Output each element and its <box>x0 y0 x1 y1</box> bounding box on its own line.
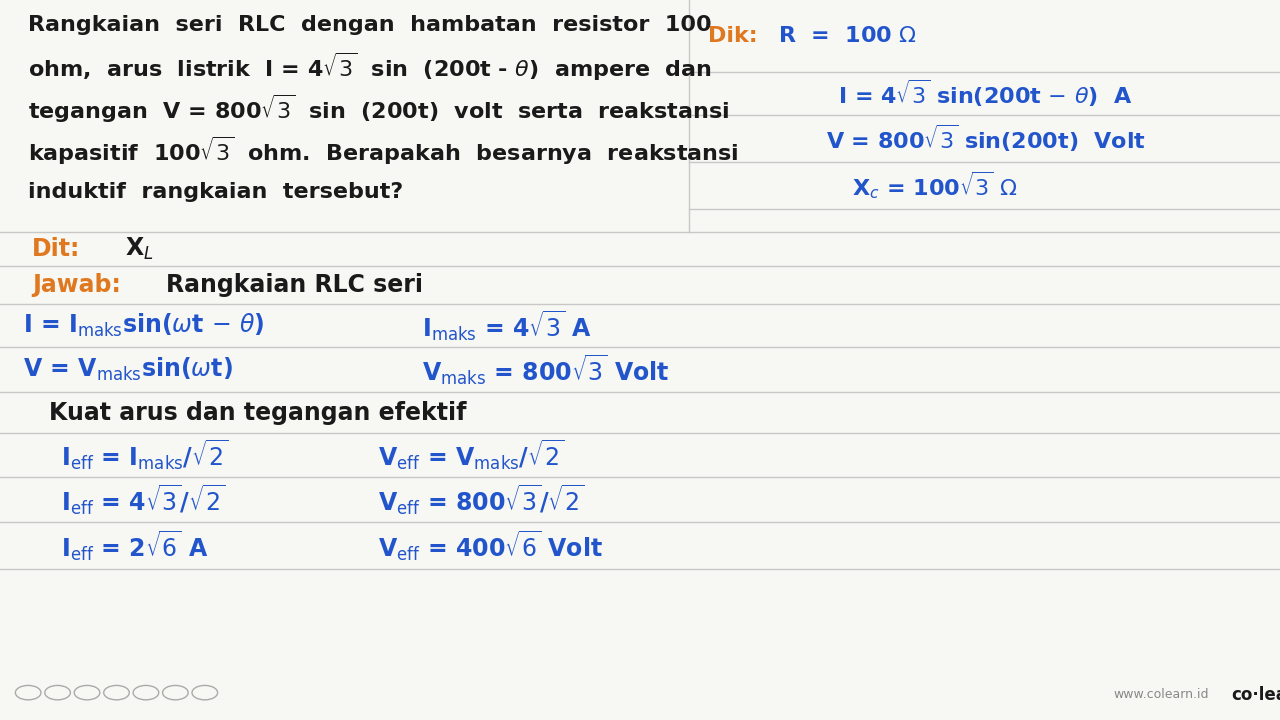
Text: I$_\mathrm{eff}$ = 4$\sqrt{3}$/$\sqrt{2}$: I$_\mathrm{eff}$ = 4$\sqrt{3}$/$\sqrt{2}… <box>61 482 225 517</box>
Text: V$_\mathrm{eff}$ = 400$\sqrt{6}$ Volt: V$_\mathrm{eff}$ = 400$\sqrt{6}$ Volt <box>378 528 603 563</box>
Text: Rangkaian RLC seri: Rangkaian RLC seri <box>166 273 424 297</box>
Text: Jawab:: Jawab: <box>32 273 120 297</box>
Text: X$_c$ = 100$\sqrt{3}$ $\Omega$: X$_c$ = 100$\sqrt{3}$ $\Omega$ <box>851 169 1018 202</box>
Text: Dit:: Dit: <box>32 237 81 261</box>
Text: V$_\mathrm{eff}$ = V$_\mathrm{maks}$/$\sqrt{2}$: V$_\mathrm{eff}$ = V$_\mathrm{maks}$/$\s… <box>378 438 564 472</box>
Text: co·learn: co·learn <box>1231 685 1280 704</box>
Text: I$_\mathrm{eff}$ = 2$\sqrt{6}$ A: I$_\mathrm{eff}$ = 2$\sqrt{6}$ A <box>61 528 209 563</box>
Text: Dik:: Dik: <box>708 26 758 46</box>
Text: Rangkaian  seri  RLC  dengan  hambatan  resistor  100: Rangkaian seri RLC dengan hambatan resis… <box>28 15 712 35</box>
Text: V$_\mathrm{maks}$ = 800$\sqrt{3}$ Volt: V$_\mathrm{maks}$ = 800$\sqrt{3}$ Volt <box>422 352 669 387</box>
Text: V = 800$\sqrt{3}$ sin(200t)  Volt: V = 800$\sqrt{3}$ sin(200t) Volt <box>826 123 1146 154</box>
Text: Kuat arus dan tegangan efektif: Kuat arus dan tegangan efektif <box>49 401 466 425</box>
Text: kapasitif  100$\sqrt{3}$  ohm.  Berapakah  besarnya  reakstansi: kapasitif 100$\sqrt{3}$ ohm. Berapakah b… <box>28 135 739 166</box>
Text: X$_L$: X$_L$ <box>125 236 154 262</box>
Text: ohm,  arus  listrik  I = 4$\sqrt{3}$  sin  (200t - $\theta$)  ampere  dan: ohm, arus listrik I = 4$\sqrt{3}$ sin (2… <box>28 51 712 83</box>
Text: R  =  100 $\Omega$: R = 100 $\Omega$ <box>778 26 918 46</box>
Text: I$_\mathrm{maks}$ = 4$\sqrt{3}$ A: I$_\mathrm{maks}$ = 4$\sqrt{3}$ A <box>422 308 593 343</box>
Text: induktif  rangkaian  tersebut?: induktif rangkaian tersebut? <box>28 182 403 202</box>
Text: I = I$_\mathrm{maks}$sin($\omega$t $-$ $\theta$): I = I$_\mathrm{maks}$sin($\omega$t $-$ $… <box>23 312 265 339</box>
Text: www.colearn.id: www.colearn.id <box>1114 688 1210 701</box>
Text: V$_\mathrm{eff}$ = 800$\sqrt{3}$/$\sqrt{2}$: V$_\mathrm{eff}$ = 800$\sqrt{3}$/$\sqrt{… <box>378 482 584 517</box>
Text: V = V$_\mathrm{maks}$sin($\omega$t): V = V$_\mathrm{maks}$sin($\omega$t) <box>23 356 233 383</box>
Text: I$_\mathrm{eff}$ = I$_\mathrm{maks}$/$\sqrt{2}$: I$_\mathrm{eff}$ = I$_\mathrm{maks}$/$\s… <box>61 438 229 472</box>
Text: tegangan  V = 800$\sqrt{3}$  sin  (200t)  volt  serta  reakstansi: tegangan V = 800$\sqrt{3}$ sin (200t) vo… <box>28 93 730 125</box>
Text: I = 4$\sqrt{3}$ sin(200t $-$ $\theta$)  A: I = 4$\sqrt{3}$ sin(200t $-$ $\theta$) A <box>838 78 1133 109</box>
